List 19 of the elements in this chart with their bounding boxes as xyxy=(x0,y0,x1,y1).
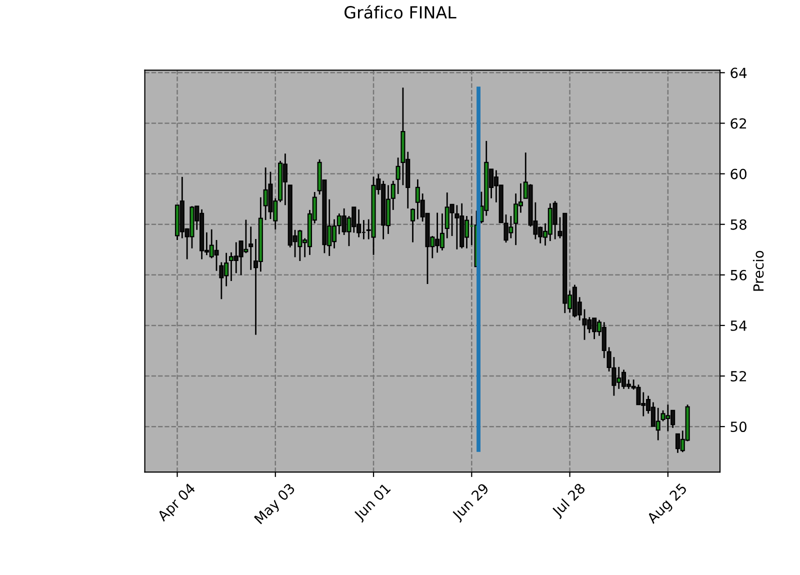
x-tick-label: Jul 28 xyxy=(550,482,588,520)
y-tick-label: 62 xyxy=(730,118,746,129)
y-tick-label: 64 xyxy=(730,68,747,78)
x-tick-label: Apr 04 xyxy=(156,482,198,524)
y-tick-label: 60 xyxy=(730,168,746,180)
candlestick xyxy=(248,226,254,271)
chart-title: Gráfico FINAL xyxy=(344,5,456,19)
y-tick-label: 52 xyxy=(730,370,746,382)
candlestick xyxy=(396,156,400,195)
candlestick xyxy=(390,180,396,211)
y-tick-label: 56 xyxy=(730,270,747,280)
x-tick-label: Aug 25 xyxy=(646,482,690,526)
y-axis-title: Precio xyxy=(752,250,764,291)
y-tick-label: 58 xyxy=(730,219,746,230)
candlestick xyxy=(410,208,416,243)
y-tick-label: 54 xyxy=(730,320,747,331)
y-tick-label: 50 xyxy=(730,422,746,432)
x-tick-label: Jun 01 xyxy=(352,482,393,523)
x-tick-label: Jun 29 xyxy=(451,482,492,523)
